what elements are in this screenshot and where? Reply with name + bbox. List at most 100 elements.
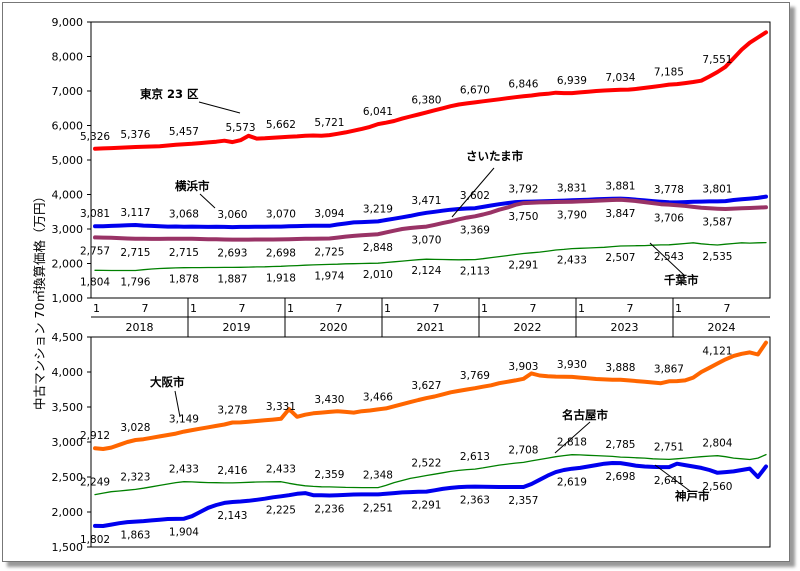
data-label: 6,380 — [411, 94, 441, 106]
data-label: 2,433 — [557, 255, 587, 267]
data-label: 3,769 — [460, 370, 490, 382]
data-label: 2,757 — [80, 245, 110, 257]
x-year-label: 2022 — [514, 321, 542, 334]
data-label: 3,750 — [508, 211, 538, 223]
leader-line — [198, 101, 241, 114]
y-tick-label: 2,000 — [52, 258, 84, 271]
series-name-label: さいたま市 — [466, 149, 524, 163]
data-label: 5,326 — [80, 131, 110, 143]
data-label: 2,249 — [80, 477, 110, 489]
data-label: 3,430 — [314, 394, 344, 406]
data-label: 3,278 — [217, 405, 247, 417]
y-tick-label: 2,000 — [52, 506, 84, 519]
y-tick-label: 9,000 — [52, 16, 84, 29]
data-label: 3,094 — [314, 208, 344, 220]
data-label: 1,918 — [266, 272, 296, 284]
data-label: 2,291 — [411, 500, 441, 512]
series-line-2-2 — [94, 453, 767, 496]
x-month-tick-label: 7 — [142, 302, 149, 315]
data-label: 2,143 — [217, 510, 247, 522]
y-tick-label: 8,000 — [52, 51, 84, 64]
data-label: 3,778 — [654, 184, 684, 196]
series-line-1-1 — [93, 30, 768, 151]
data-label: 2,251 — [363, 502, 393, 514]
data-label: 1,804 — [80, 276, 110, 288]
series-line-2-1 — [93, 340, 768, 451]
data-label: 2,693 — [217, 248, 247, 260]
y-tick-label: 7,000 — [52, 85, 84, 98]
data-label: 2,708 — [508, 444, 538, 456]
x-month-tick-label: 7 — [724, 302, 731, 315]
y-tick-label: 3,000 — [52, 223, 84, 236]
x-month-tick-label: 7 — [627, 302, 634, 315]
x-month-tick-label: 1 — [93, 302, 100, 315]
data-label: 3,081 — [80, 208, 110, 220]
series-line-1-4 — [94, 241, 767, 272]
x-month-tick-label: 1 — [190, 302, 197, 315]
data-label: 3,831 — [557, 182, 587, 194]
data-label: 2,225 — [266, 504, 296, 516]
x-year-label: 2019 — [223, 321, 251, 334]
data-label: 2,698 — [266, 247, 296, 259]
data-label: 1,802 — [80, 534, 110, 546]
data-label: 5,662 — [266, 119, 296, 131]
data-label: 4,121 — [702, 346, 732, 358]
leader-line — [174, 390, 181, 418]
data-label: 7,034 — [605, 72, 635, 84]
y-tick-label: 4,000 — [52, 189, 84, 202]
data-label: 2,560 — [702, 481, 732, 493]
data-label: 1,904 — [169, 527, 199, 539]
data-label: 1,878 — [169, 274, 199, 286]
data-label: 6,670 — [460, 84, 490, 96]
x-year-label: 2018 — [126, 321, 154, 334]
data-label: 2,619 — [557, 477, 587, 489]
data-label: 2,291 — [508, 259, 538, 271]
data-label: 2,416 — [217, 465, 247, 477]
x-year-label: 2024 — [708, 321, 736, 334]
data-label: 2,785 — [605, 439, 635, 451]
x-year-label: 2021 — [417, 321, 445, 334]
data-label: 3,028 — [120, 422, 150, 434]
series-line-1-3 — [93, 197, 768, 242]
data-label: 3,466 — [363, 391, 393, 403]
data-label: 2,348 — [363, 470, 393, 482]
x-year-label: 2023 — [611, 321, 639, 334]
data-label: 7,185 — [654, 67, 684, 79]
data-label: 3,060 — [217, 209, 247, 221]
data-label: 2,010 — [363, 269, 393, 281]
series-name-label: 千葉市 — [664, 273, 699, 287]
series-name-label: 神戸市 — [675, 489, 710, 503]
data-label: 2,613 — [460, 451, 490, 463]
data-label: 5,573 — [226, 122, 256, 134]
data-label: 2,124 — [411, 265, 441, 277]
data-label: 1,796 — [120, 277, 150, 289]
data-label: 2,236 — [314, 503, 344, 515]
x-month-tick-label: 1 — [481, 302, 488, 315]
data-label: 2,363 — [460, 495, 490, 507]
y-axis-title: 中古マンション 70㎡換算価格（万円） — [32, 190, 47, 410]
leader-line — [554, 421, 591, 454]
y-tick-label: 4,000 — [52, 366, 84, 379]
data-label: 3,790 — [557, 210, 587, 222]
data-label: 1,974 — [314, 270, 344, 282]
data-label: 3,369 — [460, 224, 490, 236]
data-label: 3,888 — [605, 362, 635, 374]
data-label: 2,535 — [702, 251, 732, 263]
series-name-label: 大阪市 — [150, 375, 185, 389]
series-line-1-2 — [93, 194, 768, 230]
series-name-label: 名古屋市 — [562, 408, 608, 422]
leader-line — [654, 464, 691, 492]
data-label: 2,641 — [654, 475, 684, 487]
data-label: 3,602 — [460, 190, 490, 202]
data-label: 7,551 — [702, 54, 732, 66]
data-label: 3,149 — [169, 414, 199, 426]
data-label: 3,068 — [169, 209, 199, 221]
x-month-tick-label: 7 — [336, 302, 343, 315]
data-label: 2,751 — [654, 441, 684, 453]
leader-line — [199, 193, 216, 209]
data-label: 3,070 — [411, 235, 441, 247]
x-month-tick-label: 7 — [530, 302, 537, 315]
x-month-tick-label: 1 — [675, 302, 682, 315]
data-label: 3,706 — [654, 213, 684, 225]
y-tick-label: 5,000 — [52, 154, 84, 167]
